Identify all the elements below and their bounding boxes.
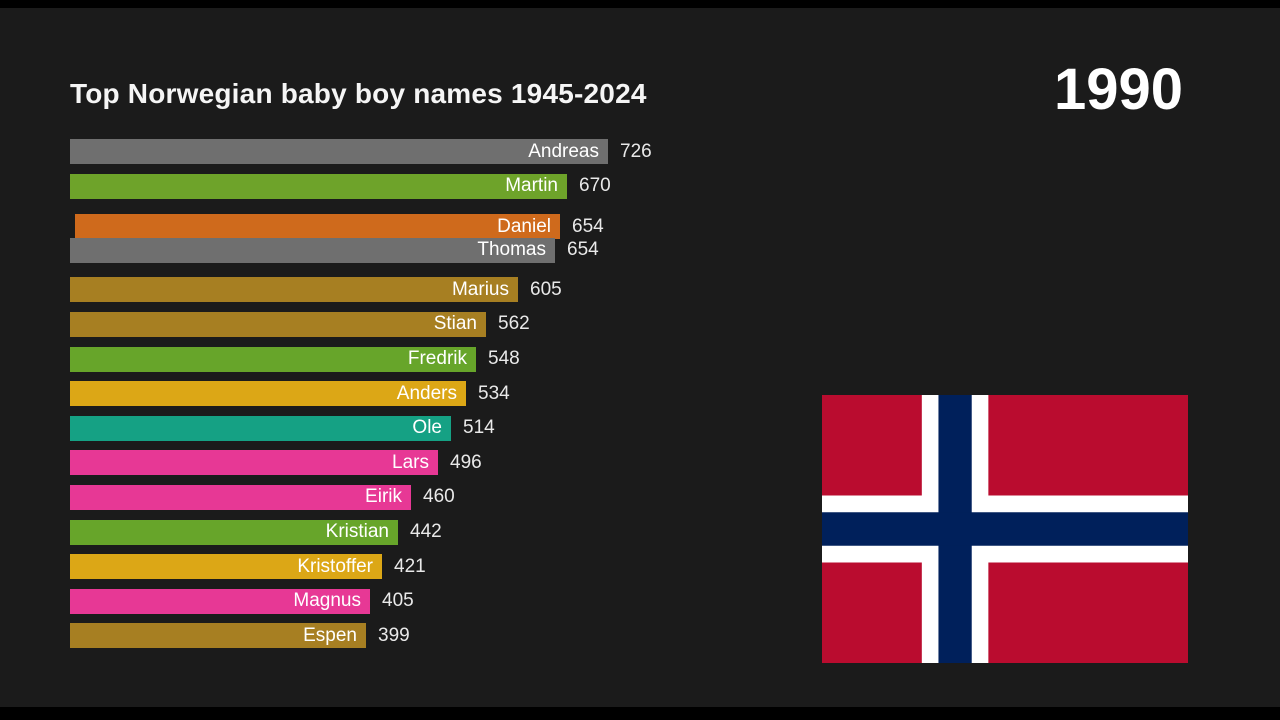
bar-row: Daniel 654 — [75, 214, 657, 240]
bar-value-label: 421 — [394, 555, 426, 577]
bar-row: Espen 399 — [70, 623, 652, 649]
bar-value-label: 670 — [579, 175, 611, 197]
bar-row: Ole 514 — [70, 415, 652, 441]
bar: Marius — [70, 277, 518, 303]
bar-value-label: 514 — [463, 417, 495, 439]
bar-value-label: 399 — [378, 624, 410, 646]
bar-row: Thomas 654 — [70, 237, 652, 263]
bar-row: Fredrik 548 — [70, 346, 652, 372]
bar-value-label: 562 — [498, 313, 530, 335]
bar-chart: Andreas 726 Martin 670 Daniel 654 Thomas… — [70, 139, 652, 658]
bar: Magnus — [70, 588, 370, 614]
bar-name-label: Fredrik — [407, 348, 467, 370]
bar-value-label: 605 — [530, 278, 562, 300]
bar-row: Marius 605 — [70, 277, 652, 303]
bar-value-label: 405 — [382, 590, 414, 612]
bar: Lars — [70, 450, 438, 476]
bar-value-label: 654 — [572, 215, 604, 237]
bar-name-label: Thomas — [477, 239, 546, 261]
bar-value-label: 460 — [423, 486, 455, 508]
bar-row: Eirik 460 — [70, 484, 652, 510]
bar-name-label: Espen — [303, 624, 357, 646]
bar: Thomas — [70, 237, 555, 263]
bar: Kristoffer — [70, 554, 382, 580]
bar-name-label: Marius — [451, 278, 509, 300]
bar-name-label: Kristian — [325, 521, 389, 543]
bar-row: Kristoffer 421 — [70, 554, 652, 580]
chart-title: Top Norwegian baby boy names 1945-2024 — [70, 78, 647, 109]
bar-row: Magnus 405 — [70, 588, 652, 614]
bar-row: Martin 670 — [70, 173, 652, 199]
letterbox-top — [0, 0, 1280, 8]
bar-name-label: Anders — [396, 382, 457, 404]
bar-row: Anders 534 — [70, 381, 652, 407]
flag-cross-blue-horizontal — [822, 512, 1188, 546]
bar-value-label: 654 — [567, 239, 599, 261]
bar-value-label: 534 — [478, 382, 510, 404]
bar-value-label: 442 — [410, 521, 442, 543]
bar-name-label: Eirik — [365, 486, 402, 508]
bar: Espen — [70, 623, 366, 649]
bar: Ole — [70, 415, 451, 441]
bar-row: Kristian 442 — [70, 519, 652, 545]
bar: Daniel — [75, 214, 560, 240]
bar-list: Andreas 726 Martin 670 Daniel 654 Thomas… — [70, 139, 652, 649]
bar-value-label: 548 — [488, 348, 520, 370]
bar-name-label: Martin — [505, 175, 558, 197]
bar: Martin — [70, 173, 567, 199]
letterbox-bottom — [0, 707, 1280, 720]
bar: Andreas — [70, 139, 608, 164]
norway-flag-svg — [822, 395, 1188, 663]
bar: Fredrik — [70, 346, 476, 372]
bar: Eirik — [70, 484, 411, 510]
bar-value-label: 496 — [450, 451, 482, 473]
bar: Anders — [70, 381, 466, 407]
bar-row: Lars 496 — [70, 450, 652, 476]
bar: Kristian — [70, 519, 398, 545]
bar-value-label: 726 — [620, 140, 652, 162]
bar-name-label: Lars — [392, 451, 429, 473]
bar-row: Stian 562 — [70, 311, 652, 337]
bar-name-label: Stian — [433, 313, 477, 335]
bar-name-label: Andreas — [528, 140, 599, 162]
bar: Stian — [70, 311, 486, 337]
bar-name-label: Kristoffer — [297, 555, 373, 577]
bar-name-label: Daniel — [497, 215, 551, 237]
bar-name-label: Ole — [412, 417, 442, 439]
bar-name-label: Magnus — [293, 590, 361, 612]
bar-row: Andreas 726 — [70, 139, 652, 164]
norway-flag — [822, 395, 1188, 663]
year-label: 1990 — [1053, 57, 1183, 122]
